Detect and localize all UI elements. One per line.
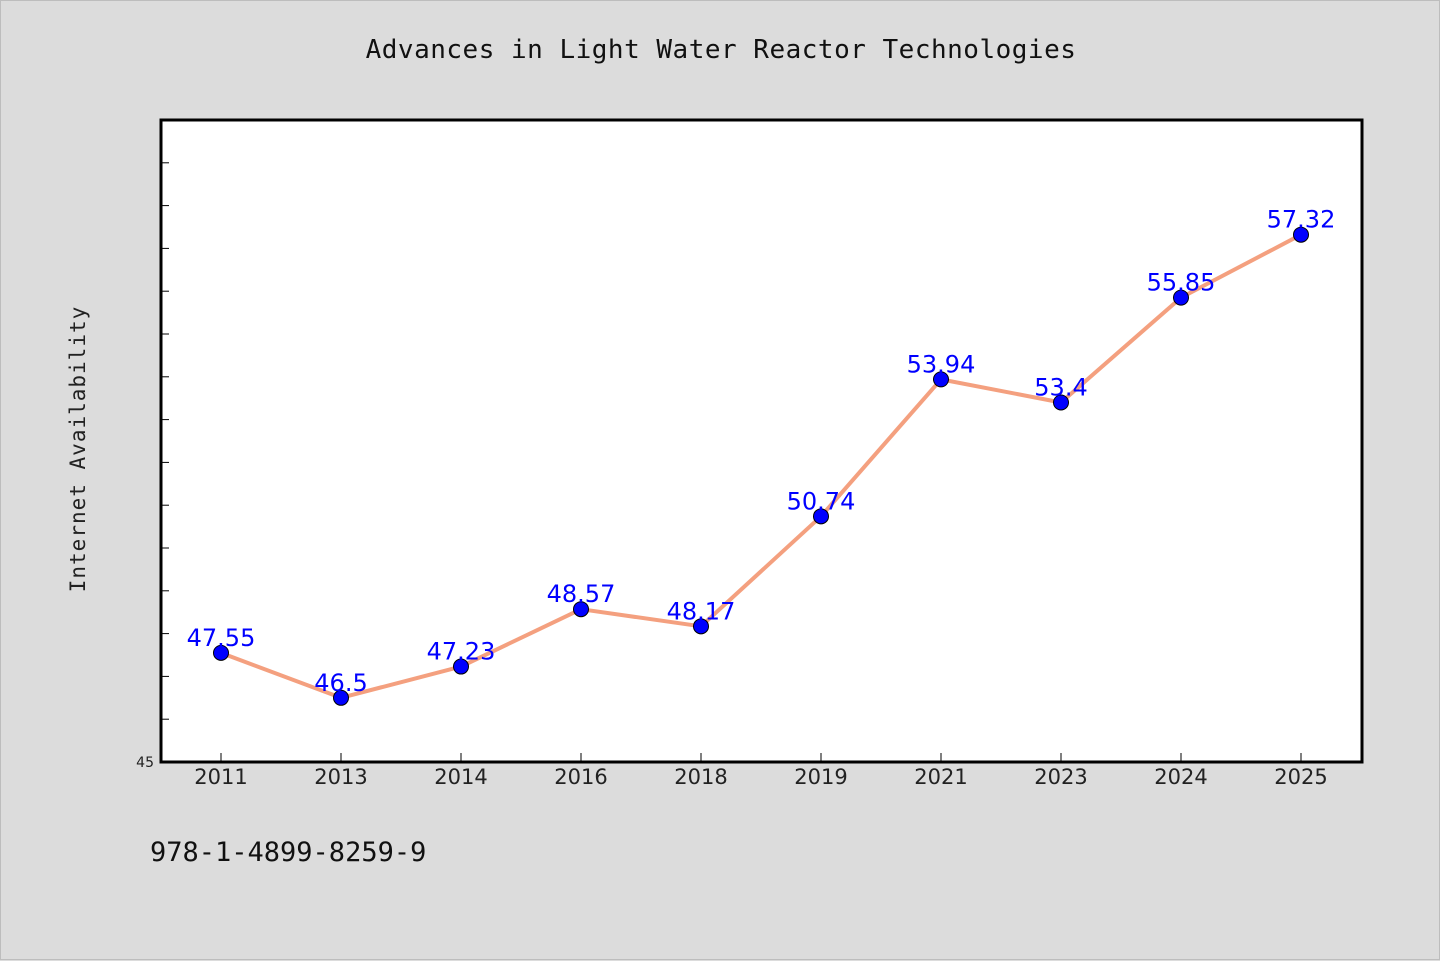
series-line <box>219 232 1303 700</box>
data-label: 57.32 <box>1267 206 1336 234</box>
data-label: 48.17 <box>667 597 736 625</box>
data-point <box>573 601 589 618</box>
data-point <box>213 644 229 661</box>
data-point <box>693 618 709 635</box>
data-label: 55.85 <box>1147 269 1216 297</box>
x-tick-label: 2013 <box>314 765 367 789</box>
data-label: 53.4 <box>1034 373 1087 401</box>
x-tick-label: 2011 <box>194 765 247 789</box>
data-point <box>1293 226 1309 243</box>
data-label: 50.74 <box>787 487 856 515</box>
x-tick-labels: 2011 2013 2014 2016 2018 2019 2021 2023 2024 2025 <box>194 765 1327 789</box>
data-labels: 47.55 46.5 47.23 48.57 48.17 50.74 53.94 53.4 55… <box>187 206 1336 697</box>
data-point <box>933 371 949 388</box>
isbn-footer: 978-1-4899-8259-9 <box>150 837 427 868</box>
data-point <box>813 508 829 525</box>
data-label: 47.55 <box>187 624 256 652</box>
chart-title: Advances in Light Water Reactor Technolo… <box>365 35 1077 65</box>
x-tick-label: 2014 <box>434 765 487 789</box>
x-tick-label: 2024 <box>1154 765 1207 789</box>
y-tick-label-min: 45 <box>136 755 154 771</box>
data-point <box>453 658 469 675</box>
data-label: 53.94 <box>907 350 976 378</box>
data-label: 46.5 <box>314 669 367 697</box>
series-markers <box>213 226 1309 706</box>
y-ticks <box>161 162 169 720</box>
x-ticks <box>220 753 1302 762</box>
x-tick-label: 2021 <box>914 765 967 789</box>
x-tick-label: 2025 <box>1274 765 1327 789</box>
x-tick-label: 2023 <box>1034 765 1087 789</box>
x-tick-label: 2016 <box>554 765 607 789</box>
data-point <box>333 689 349 706</box>
plot-area <box>159 118 1364 764</box>
data-label: 48.57 <box>547 580 616 608</box>
data-point <box>1173 289 1189 306</box>
x-tick-label: 2019 <box>794 765 847 789</box>
x-tick-label: 2018 <box>674 765 727 789</box>
data-point <box>1053 394 1069 411</box>
data-label: 47.23 <box>427 638 496 666</box>
